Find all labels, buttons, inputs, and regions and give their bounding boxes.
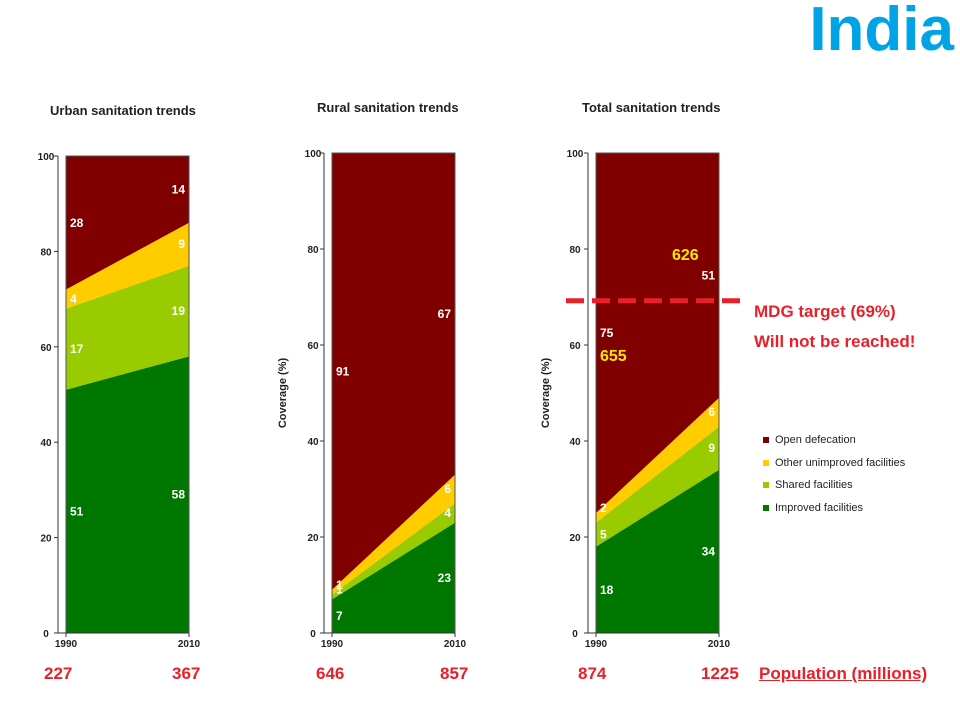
urban-data-label: 19 xyxy=(172,304,186,318)
legend-swatch-shared xyxy=(763,482,769,489)
urban-data-label: 4 xyxy=(70,292,77,306)
rural-y-tick-label: 80 xyxy=(307,245,319,256)
legend-item: Other unimproved facilities xyxy=(763,452,905,475)
mdg-not-reached-note: Will not be reached! xyxy=(754,332,916,351)
total-data-label: 5 xyxy=(600,528,607,542)
urban-y-tick-label: 100 xyxy=(38,152,55,163)
urban-population-1990: 227 xyxy=(44,664,73,683)
total-data-label: 75 xyxy=(600,326,614,340)
legend-item: Shared facilities xyxy=(763,474,905,497)
rural-area-shared-facilities xyxy=(332,503,455,600)
rural-data-label: 23 xyxy=(438,571,452,585)
total-area-open-defecation xyxy=(596,153,719,513)
total-area-shared-facilities xyxy=(596,426,719,547)
rural-area-other-unimproved-facilities xyxy=(332,474,455,595)
total-y-tick-label: 60 xyxy=(569,341,581,352)
mdg-target-note: MDG target (69%) xyxy=(754,302,896,321)
legend-label: Improved facilities xyxy=(775,501,864,514)
total-data-label: 18 xyxy=(600,583,614,597)
total-area-other-unimproved-facilities xyxy=(596,397,719,523)
total-area-improved-facilities xyxy=(596,469,719,633)
total-y-tick-label: 80 xyxy=(569,245,581,256)
rural-y-tick-label: 60 xyxy=(307,341,319,352)
urban-y-tick-label: 80 xyxy=(40,247,52,258)
open-defecation-2010-millions: 626 xyxy=(672,247,699,264)
urban-data-label: 58 xyxy=(172,488,186,502)
legend-item: Open defecation xyxy=(763,429,905,452)
urban-area-open-defecation xyxy=(66,156,189,290)
total-x-tick-label: 2010 xyxy=(708,639,731,650)
legend-item: Improved facilities xyxy=(763,497,905,520)
total-population-1990: 874 xyxy=(578,664,607,683)
urban-data-label: 51 xyxy=(70,504,84,518)
legend-label: Other unimproved facilities xyxy=(775,456,906,469)
urban-population-2010: 367 xyxy=(172,664,201,683)
urban-area-improved-facilities xyxy=(66,356,189,633)
legend-swatch-other-unimproved xyxy=(763,459,769,466)
rural-chart-title: Rural sanitation trends xyxy=(317,100,459,115)
urban-data-label: 14 xyxy=(172,182,186,196)
rural-area-open-defecation xyxy=(332,153,455,590)
urban-data-label: 17 xyxy=(70,342,84,356)
rural-data-label: 6 xyxy=(444,482,451,496)
total-population-2010: 1225 xyxy=(701,664,739,683)
rural-data-label: 91 xyxy=(336,364,350,378)
total-x-tick-label: 1990 xyxy=(585,639,608,650)
rural-population-1990: 646 xyxy=(316,664,345,683)
rural-data-label: 4 xyxy=(444,506,451,520)
rural-y-axis-title: Coverage (%) xyxy=(277,358,289,429)
urban-y-tick-label: 0 xyxy=(43,629,49,640)
urban-x-tick-label: 1990 xyxy=(55,639,78,650)
total-data-label: 9 xyxy=(708,441,715,455)
legend-label: Open defecation xyxy=(775,434,856,447)
rural-x-tick-label: 1990 xyxy=(321,639,344,650)
total-chart-title: Total sanitation trends xyxy=(582,100,721,115)
total-y-tick-label: 100 xyxy=(567,149,584,160)
urban-x-tick-label: 2010 xyxy=(178,639,201,650)
rural-y-tick-label: 0 xyxy=(310,629,316,640)
urban-data-label: 9 xyxy=(178,237,185,251)
rural-population-2010: 857 xyxy=(440,664,469,683)
rural-area-improved-facilities xyxy=(332,522,455,633)
rural-data-label: 67 xyxy=(438,307,452,321)
rural-data-label: 1 xyxy=(336,583,343,597)
total-y-axis-title: Coverage (%) xyxy=(540,358,552,429)
legend-label: Shared facilities xyxy=(775,479,853,492)
rural-x-tick-label: 2010 xyxy=(444,639,467,650)
legend-swatch-improved xyxy=(763,504,769,511)
population-label: Population (millions) xyxy=(759,664,928,683)
total-data-label: 34 xyxy=(702,544,716,558)
legend-swatch-open-defecation xyxy=(763,437,769,444)
total-y-tick-label: 0 xyxy=(572,629,578,640)
rural-data-label: 1 xyxy=(336,578,343,592)
urban-data-label: 28 xyxy=(70,216,84,230)
urban-y-tick-label: 40 xyxy=(40,438,52,449)
rural-data-label: 7 xyxy=(336,609,343,623)
urban-y-tick-label: 20 xyxy=(40,534,52,545)
page-title: India xyxy=(809,0,954,64)
urban-y-tick-label: 60 xyxy=(40,343,52,354)
total-y-tick-label: 40 xyxy=(569,437,581,448)
total-data-label: 51 xyxy=(702,268,716,282)
rural-y-tick-label: 20 xyxy=(307,533,319,544)
urban-chart-title: Urban sanitation trends xyxy=(50,103,196,118)
legend: Open defecation Other unimproved facilit… xyxy=(763,429,905,519)
total-data-label: 6 xyxy=(708,405,715,419)
urban-area-other-unimproved-facilities xyxy=(66,222,189,309)
urban-area-shared-facilities xyxy=(66,265,189,390)
rural-y-tick-label: 40 xyxy=(307,437,319,448)
rural-y-tick-label: 100 xyxy=(305,149,322,160)
total-y-tick-label: 20 xyxy=(569,533,581,544)
total-data-label: 2 xyxy=(600,501,607,515)
open-defecation-1990-millions: 655 xyxy=(600,348,627,365)
